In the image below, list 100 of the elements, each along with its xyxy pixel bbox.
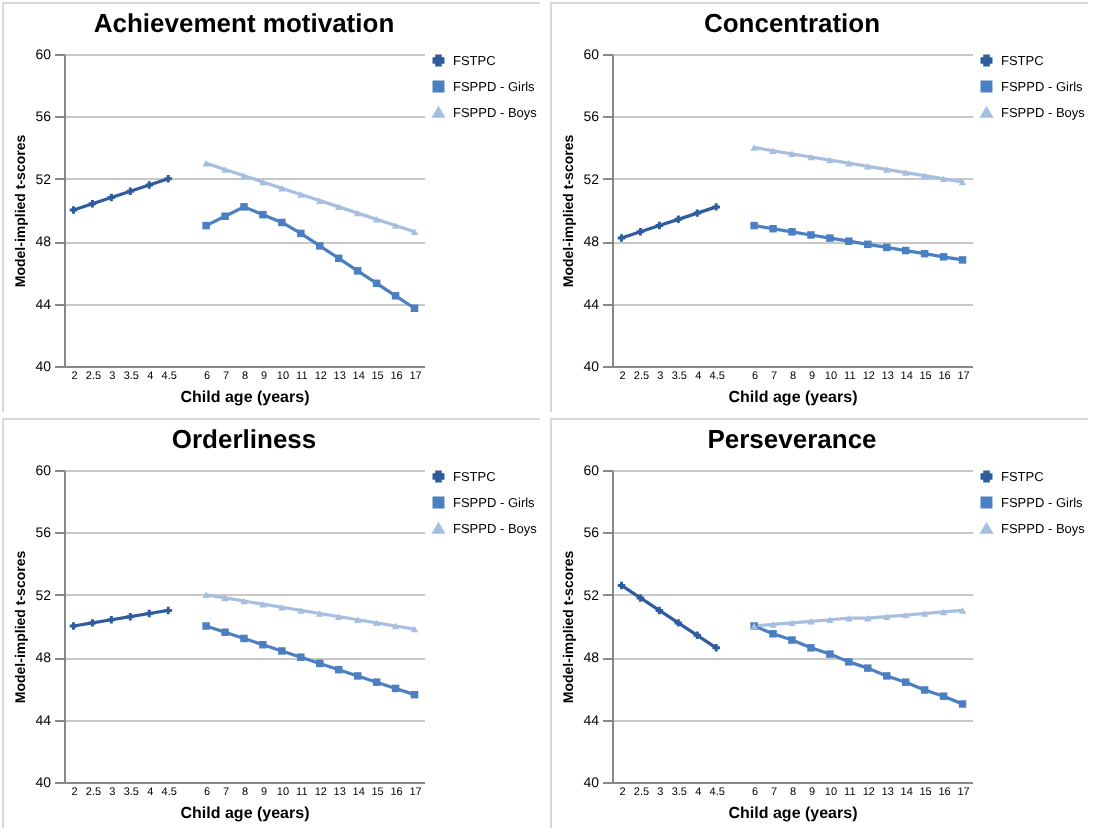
x-axis-title: Child age (years)	[180, 804, 311, 822]
point	[126, 187, 135, 196]
chart-title: Orderliness	[171, 424, 317, 454]
point	[769, 147, 777, 154]
point	[807, 153, 815, 161]
x-axis-title: Child age (years)	[180, 388, 311, 406]
point	[259, 210, 267, 219]
point	[391, 222, 400, 229]
point	[372, 678, 381, 686]
point	[958, 256, 967, 264]
chart-title: Concentration	[703, 8, 881, 38]
point	[221, 628, 229, 636]
point	[693, 631, 702, 640]
point	[240, 634, 248, 643]
point	[636, 228, 645, 236]
point	[769, 630, 777, 638]
point	[920, 610, 929, 617]
point	[240, 597, 248, 605]
point	[655, 221, 664, 230]
point	[901, 169, 910, 176]
point	[202, 221, 210, 230]
point	[221, 166, 229, 173]
point	[221, 212, 229, 220]
point	[164, 175, 172, 183]
point	[750, 221, 758, 230]
point	[882, 166, 891, 173]
chart-title: Achievement motivation	[93, 8, 395, 38]
point	[145, 609, 154, 618]
point	[864, 163, 872, 170]
point	[655, 606, 664, 615]
point	[316, 197, 324, 204]
point	[939, 253, 948, 261]
point	[353, 672, 362, 680]
point	[410, 625, 419, 633]
point	[202, 622, 210, 630]
point	[297, 653, 305, 661]
point	[788, 619, 796, 627]
point	[164, 606, 172, 615]
point	[297, 191, 305, 198]
point	[353, 209, 362, 217]
point	[901, 678, 910, 686]
point	[316, 659, 324, 668]
point	[617, 581, 626, 590]
point	[845, 237, 853, 245]
point	[674, 215, 683, 224]
point	[391, 622, 400, 630]
chart-title: Perseverance	[707, 424, 877, 454]
point	[788, 636, 796, 644]
point	[788, 228, 796, 236]
point	[826, 616, 834, 623]
point	[334, 203, 343, 211]
point	[769, 621, 777, 628]
point	[316, 610, 324, 617]
point	[372, 619, 381, 627]
point	[750, 144, 758, 151]
point	[316, 242, 324, 250]
point	[712, 644, 720, 652]
point	[391, 292, 400, 300]
point	[107, 616, 116, 624]
point	[259, 640, 267, 649]
point	[958, 700, 967, 708]
point	[674, 619, 683, 627]
point	[240, 203, 248, 211]
point	[202, 591, 210, 599]
point	[278, 218, 286, 227]
point	[297, 229, 305, 238]
point	[126, 612, 135, 621]
point	[145, 181, 154, 189]
point	[88, 200, 97, 208]
point	[278, 604, 286, 611]
point	[939, 175, 948, 183]
point	[693, 209, 702, 217]
point	[901, 611, 910, 619]
point	[372, 216, 381, 223]
x-axis-title: Child age (years)	[728, 388, 859, 406]
point	[259, 178, 267, 186]
point	[807, 618, 815, 625]
point	[882, 613, 891, 620]
point	[221, 594, 229, 602]
line-series	[69, 175, 172, 214]
line-series	[202, 159, 419, 236]
line-series	[202, 591, 419, 633]
point	[107, 193, 116, 202]
point	[617, 234, 626, 242]
point	[297, 607, 305, 614]
point	[353, 616, 362, 623]
line-series	[617, 203, 720, 242]
point	[807, 231, 815, 239]
point	[939, 608, 948, 616]
point	[939, 692, 948, 700]
point	[845, 658, 853, 666]
point	[958, 178, 967, 186]
point	[864, 664, 872, 672]
point	[788, 150, 796, 158]
point	[882, 672, 891, 680]
point	[826, 234, 834, 242]
point	[864, 240, 872, 249]
point	[826, 650, 834, 658]
point	[334, 613, 343, 620]
x-axis-title: Child age (years)	[728, 804, 859, 822]
